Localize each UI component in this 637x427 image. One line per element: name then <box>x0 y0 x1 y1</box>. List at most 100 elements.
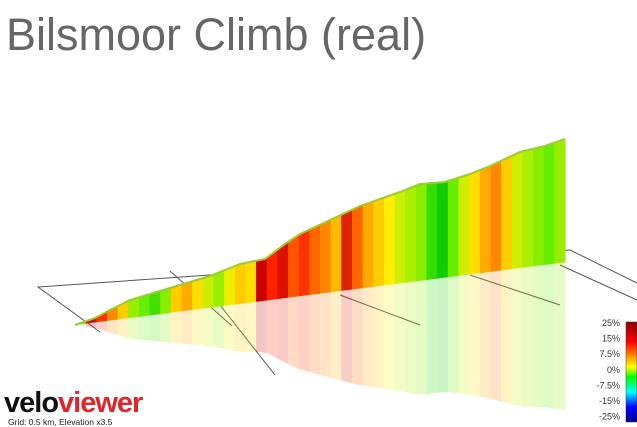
profile-strip <box>192 277 204 311</box>
profile-strip <box>479 165 492 274</box>
profile-strip <box>245 260 257 304</box>
reflection-strip <box>490 270 502 402</box>
reflection-strip <box>181 309 193 345</box>
reflection <box>75 262 566 410</box>
grid-line <box>339 294 421 326</box>
profile-strip <box>522 148 534 268</box>
reflection-strip <box>277 297 289 365</box>
profile-strip <box>437 180 449 279</box>
reflection-strip <box>511 267 523 407</box>
legend-tick: -25% <box>599 412 620 422</box>
profile-strip <box>394 189 406 285</box>
reflection-strip <box>426 278 438 395</box>
profile-strip <box>469 169 481 275</box>
reflection-strip <box>128 316 140 340</box>
reflection-strip <box>224 304 236 352</box>
profile-strip <box>383 193 396 286</box>
reflection-strip <box>106 319 119 336</box>
reflection-strip <box>309 293 321 376</box>
reflection-strip <box>373 285 385 389</box>
logo-first: velo <box>4 387 58 419</box>
profile-strip <box>405 185 417 283</box>
reflection-strip <box>415 279 428 395</box>
reflection-strip <box>75 323 87 327</box>
reflection-strip <box>554 262 566 410</box>
reflection-strip <box>533 264 545 408</box>
profile-strip <box>213 270 225 308</box>
title: Bilsmoor Climb (real) <box>6 9 426 60</box>
profile-top <box>74 138 566 326</box>
profile-strip <box>320 219 332 294</box>
reflection-strip <box>234 303 247 352</box>
profile-strip <box>415 183 428 282</box>
profile-strip <box>128 297 140 319</box>
profile-strip <box>490 160 502 272</box>
profile-strip <box>181 281 193 312</box>
profile-strip <box>501 155 513 271</box>
reflection-strip <box>458 274 470 395</box>
profile-strip <box>373 197 385 287</box>
legend-scale <box>625 321 637 423</box>
reflection-strip <box>543 263 555 409</box>
reflection-strip <box>479 271 492 399</box>
reflection-strip <box>394 282 406 393</box>
grid-line <box>219 304 276 376</box>
profile-strip <box>533 146 545 267</box>
profile-strip <box>447 177 460 278</box>
reflection-strip <box>202 307 215 347</box>
logo-second: viewer <box>58 387 143 419</box>
reflection-strip <box>298 294 310 373</box>
reflection-strip <box>213 305 225 350</box>
reflection-strip <box>383 284 396 391</box>
profile-strip <box>234 262 247 305</box>
reflection-strip <box>96 320 108 332</box>
reflection-strip <box>192 308 204 346</box>
profile-strip <box>256 257 268 302</box>
profile-strip <box>298 229 310 297</box>
reflection-strip <box>149 314 161 342</box>
legend-tick: -7.5% <box>596 380 620 390</box>
profile-strip <box>138 293 151 317</box>
legend-tick: 15% <box>602 334 620 344</box>
profile-strip <box>341 209 353 291</box>
profile-strip <box>170 284 183 313</box>
profile-strip <box>351 204 364 290</box>
reflection-strip <box>437 277 449 393</box>
legend-tick: 0% <box>607 365 620 375</box>
reflection-strip <box>351 288 364 386</box>
profile-strip <box>426 182 438 281</box>
reflection-strip <box>405 281 417 395</box>
profile-strip <box>224 265 236 306</box>
reflection-strip <box>138 315 151 341</box>
reflection-strip <box>245 301 257 352</box>
reflection-strip <box>320 292 332 378</box>
reflection-strip <box>117 318 129 339</box>
profile-strip <box>362 201 374 289</box>
profile-strip <box>202 274 215 309</box>
reflection-strip <box>522 266 534 407</box>
reflection-strip <box>469 273 481 397</box>
legend-tick: 25% <box>602 318 620 328</box>
profile-strip <box>96 311 108 323</box>
reflection-strip <box>288 296 300 370</box>
reflection-strip <box>330 290 342 381</box>
profile-strip <box>149 290 161 316</box>
reflection-strip <box>160 312 172 343</box>
reflection-strip <box>266 299 278 359</box>
reflection-strip <box>362 286 374 388</box>
logo: veloviewer <box>4 387 143 419</box>
profile-strip <box>288 234 300 298</box>
profile-strip <box>543 142 555 266</box>
reflection-strip <box>447 275 460 394</box>
profile-strip <box>458 174 470 276</box>
profile-strip <box>511 151 523 270</box>
legend-tick: 7.5% <box>599 349 620 359</box>
reflection-strip <box>341 289 353 384</box>
reflection-strip <box>170 311 183 344</box>
reflection-strip <box>85 322 97 329</box>
reflection-strip <box>501 269 513 405</box>
profile-strip <box>277 241 289 300</box>
caption: Grid: 0.5 km, Elevation x3.5 <box>8 417 113 427</box>
